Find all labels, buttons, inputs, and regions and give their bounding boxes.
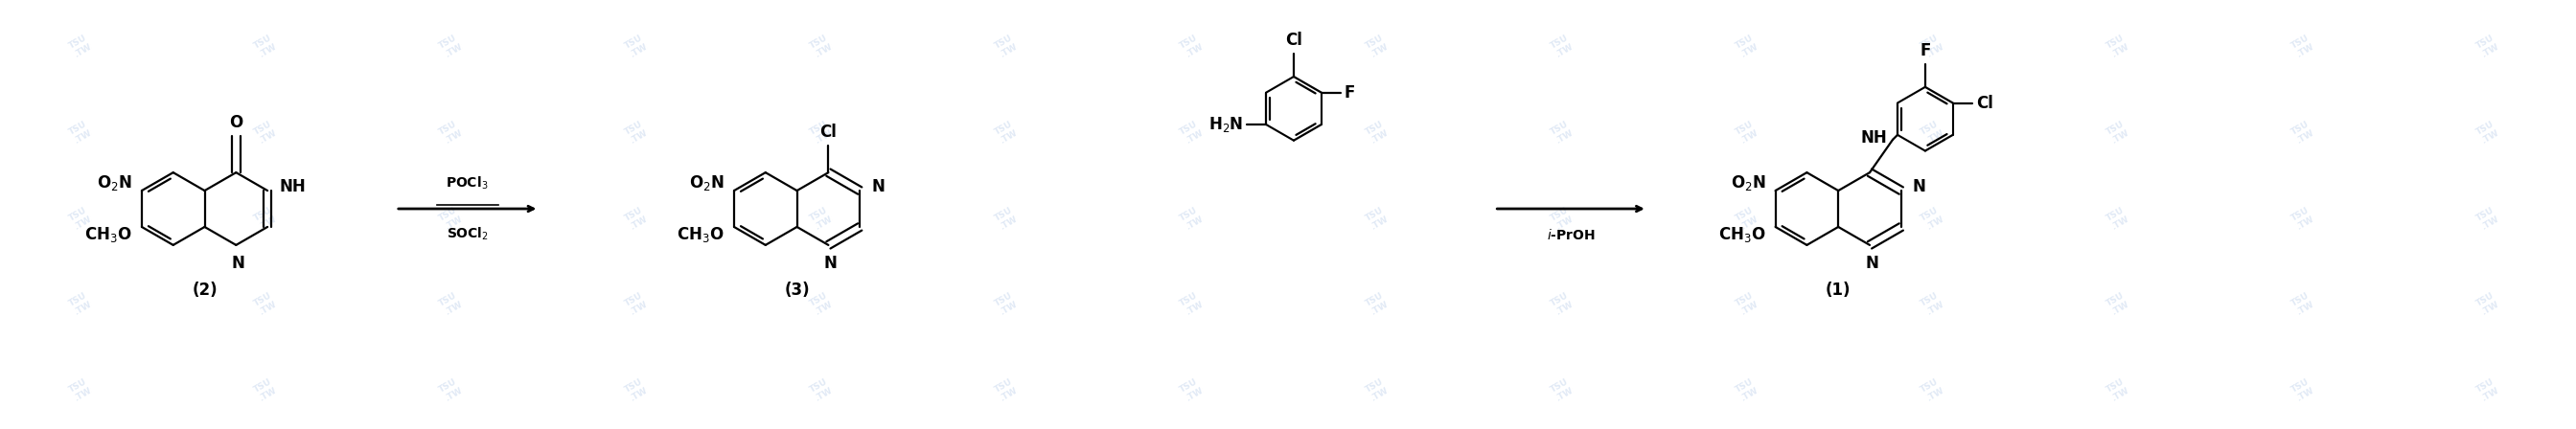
Text: TSU
.TW: TSU .TW bbox=[2476, 377, 2501, 403]
Text: TSU
.TW: TSU .TW bbox=[994, 33, 1020, 59]
Text: TSU
.TW: TSU .TW bbox=[994, 291, 1020, 317]
Text: N: N bbox=[871, 178, 884, 196]
Text: O$_2$N: O$_2$N bbox=[98, 173, 131, 193]
Text: POCl$_3$: POCl$_3$ bbox=[446, 175, 489, 192]
Text: O$_2$N: O$_2$N bbox=[690, 173, 724, 193]
Text: TSU
.TW: TSU .TW bbox=[1548, 377, 1574, 403]
Text: Cl: Cl bbox=[1976, 94, 1994, 112]
Text: TSU
.TW: TSU .TW bbox=[2476, 120, 2501, 145]
Text: TSU
.TW: TSU .TW bbox=[67, 205, 93, 231]
Text: N: N bbox=[1865, 254, 1878, 272]
Text: N: N bbox=[1911, 178, 1927, 196]
Text: TSU
.TW: TSU .TW bbox=[1180, 377, 1206, 403]
Text: TSU
.TW: TSU .TW bbox=[2290, 33, 2316, 59]
Text: $i$-PrOH: $i$-PrOH bbox=[1546, 228, 1595, 242]
Text: TSU
.TW: TSU .TW bbox=[809, 291, 835, 317]
Text: TSU
.TW: TSU .TW bbox=[1548, 291, 1574, 317]
Text: TSU
.TW: TSU .TW bbox=[623, 377, 649, 403]
Text: TSU
.TW: TSU .TW bbox=[1363, 205, 1391, 231]
Text: TSU
.TW: TSU .TW bbox=[2290, 120, 2316, 145]
Text: (2): (2) bbox=[191, 281, 216, 299]
Text: Cl: Cl bbox=[819, 124, 837, 141]
Text: TSU
.TW: TSU .TW bbox=[252, 377, 278, 403]
Text: TSU
.TW: TSU .TW bbox=[1919, 377, 1945, 403]
Text: TSU
.TW: TSU .TW bbox=[252, 205, 278, 231]
Text: TSU
.TW: TSU .TW bbox=[809, 120, 835, 145]
Text: CH$_3$O: CH$_3$O bbox=[677, 225, 724, 244]
Text: TSU
.TW: TSU .TW bbox=[67, 33, 93, 59]
Text: TSU
.TW: TSU .TW bbox=[1919, 205, 1945, 231]
Text: Cl: Cl bbox=[1285, 32, 1303, 49]
Text: TSU
.TW: TSU .TW bbox=[2105, 205, 2130, 231]
Text: SOCl$_2$: SOCl$_2$ bbox=[446, 226, 489, 243]
Text: NH: NH bbox=[278, 178, 307, 196]
Text: TSU
.TW: TSU .TW bbox=[1180, 291, 1206, 317]
Text: CH$_3$O: CH$_3$O bbox=[85, 225, 131, 244]
Text: TSU
.TW: TSU .TW bbox=[438, 120, 464, 145]
Text: TSU
.TW: TSU .TW bbox=[623, 205, 649, 231]
Text: TSU
.TW: TSU .TW bbox=[809, 377, 835, 403]
Text: H$_2$N: H$_2$N bbox=[1208, 115, 1244, 134]
Text: TSU
.TW: TSU .TW bbox=[1734, 120, 1759, 145]
Text: TSU
.TW: TSU .TW bbox=[1548, 120, 1574, 145]
Text: N: N bbox=[232, 254, 245, 272]
Text: TSU
.TW: TSU .TW bbox=[252, 291, 278, 317]
Text: CH$_3$O: CH$_3$O bbox=[1718, 225, 1767, 244]
Text: TSU
.TW: TSU .TW bbox=[623, 120, 649, 145]
Text: TSU
.TW: TSU .TW bbox=[1734, 33, 1759, 59]
Text: TSU
.TW: TSU .TW bbox=[252, 120, 278, 145]
Text: F: F bbox=[1345, 84, 1355, 101]
Text: TSU
.TW: TSU .TW bbox=[1363, 291, 1391, 317]
Text: TSU
.TW: TSU .TW bbox=[1363, 377, 1391, 403]
Text: TSU
.TW: TSU .TW bbox=[438, 205, 464, 231]
Text: TSU
.TW: TSU .TW bbox=[1180, 120, 1206, 145]
Text: TSU
.TW: TSU .TW bbox=[1734, 291, 1759, 317]
Text: TSU
.TW: TSU .TW bbox=[1363, 33, 1391, 59]
Text: TSU
.TW: TSU .TW bbox=[2105, 377, 2130, 403]
Text: (1): (1) bbox=[1826, 281, 1852, 299]
Text: TSU
.TW: TSU .TW bbox=[67, 120, 93, 145]
Text: TSU
.TW: TSU .TW bbox=[1734, 205, 1759, 231]
Text: TSU
.TW: TSU .TW bbox=[994, 377, 1020, 403]
Text: TSU
.TW: TSU .TW bbox=[1734, 377, 1759, 403]
Text: F: F bbox=[1919, 42, 1929, 59]
Text: TSU
.TW: TSU .TW bbox=[1180, 33, 1206, 59]
Text: TSU
.TW: TSU .TW bbox=[623, 33, 649, 59]
Text: NH: NH bbox=[1860, 129, 1886, 147]
Text: TSU
.TW: TSU .TW bbox=[623, 291, 649, 317]
Text: TSU
.TW: TSU .TW bbox=[994, 120, 1020, 145]
Text: TSU
.TW: TSU .TW bbox=[1363, 120, 1391, 145]
Text: TSU
.TW: TSU .TW bbox=[1919, 291, 1945, 317]
Text: (3): (3) bbox=[783, 281, 809, 299]
Text: TSU
.TW: TSU .TW bbox=[2105, 33, 2130, 59]
Text: TSU
.TW: TSU .TW bbox=[67, 291, 93, 317]
Text: TSU
.TW: TSU .TW bbox=[1180, 205, 1206, 231]
Text: TSU
.TW: TSU .TW bbox=[2105, 291, 2130, 317]
Text: TSU
.TW: TSU .TW bbox=[1548, 33, 1574, 59]
Text: TSU
.TW: TSU .TW bbox=[1548, 205, 1574, 231]
Text: TSU
.TW: TSU .TW bbox=[2290, 291, 2316, 317]
Text: TSU
.TW: TSU .TW bbox=[67, 377, 93, 403]
Text: TSU
.TW: TSU .TW bbox=[809, 33, 835, 59]
Text: TSU
.TW: TSU .TW bbox=[438, 291, 464, 317]
Text: TSU
.TW: TSU .TW bbox=[994, 205, 1020, 231]
Text: TSU
.TW: TSU .TW bbox=[1919, 33, 1945, 59]
Text: TSU
.TW: TSU .TW bbox=[1919, 120, 1945, 145]
Text: TSU
.TW: TSU .TW bbox=[2290, 205, 2316, 231]
Text: TSU
.TW: TSU .TW bbox=[2105, 120, 2130, 145]
Text: TSU
.TW: TSU .TW bbox=[252, 33, 278, 59]
Text: TSU
.TW: TSU .TW bbox=[2476, 205, 2501, 231]
Text: TSU
.TW: TSU .TW bbox=[2476, 33, 2501, 59]
Text: TSU
.TW: TSU .TW bbox=[2290, 377, 2316, 403]
Text: TSU
.TW: TSU .TW bbox=[2476, 291, 2501, 317]
Text: TSU
.TW: TSU .TW bbox=[438, 377, 464, 403]
Text: TSU
.TW: TSU .TW bbox=[809, 205, 835, 231]
Text: O$_2$N: O$_2$N bbox=[1731, 173, 1767, 193]
Text: TSU
.TW: TSU .TW bbox=[438, 33, 464, 59]
Text: N: N bbox=[824, 254, 837, 272]
Text: O: O bbox=[229, 114, 242, 131]
